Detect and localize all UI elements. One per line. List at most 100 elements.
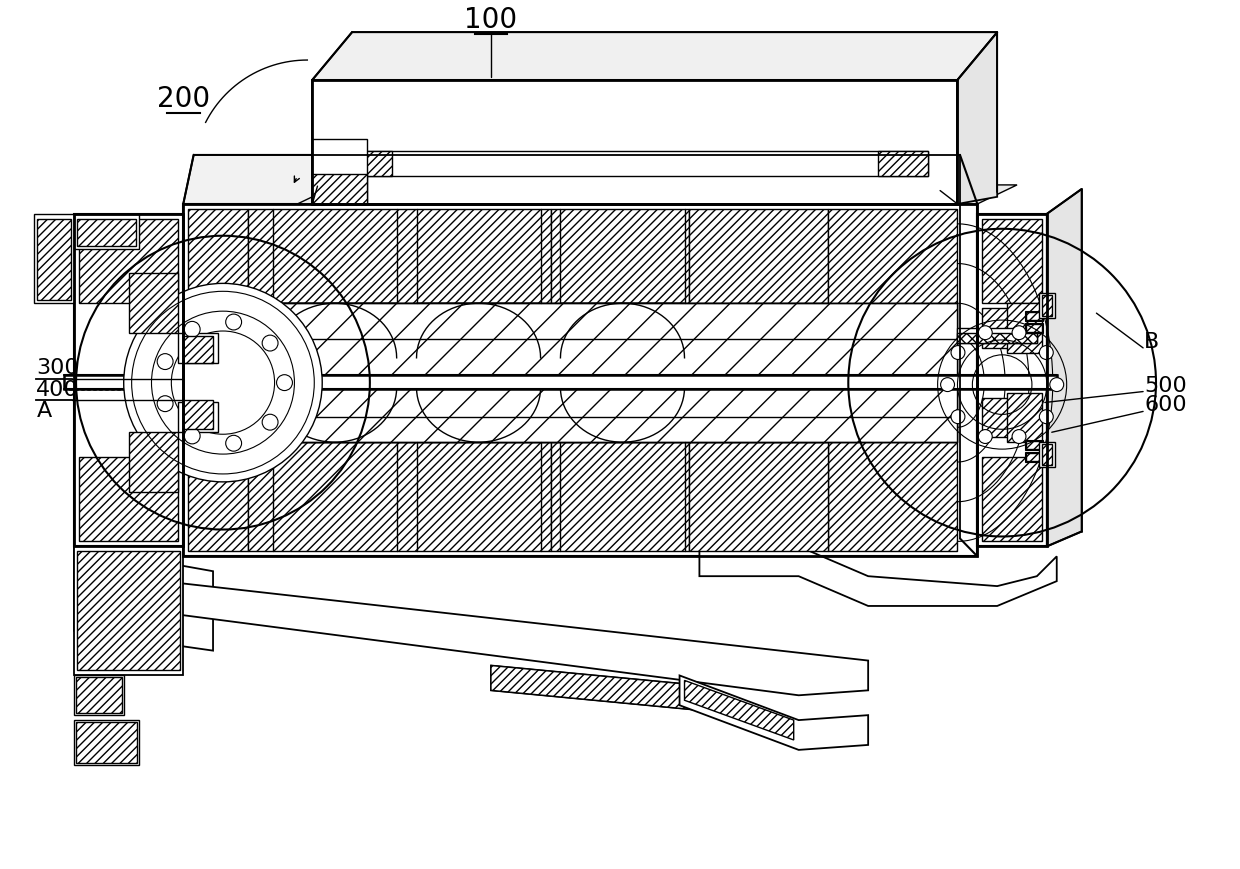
- Circle shape: [226, 435, 242, 452]
- Polygon shape: [184, 156, 977, 205]
- Polygon shape: [957, 334, 1037, 343]
- Text: A: A: [36, 401, 52, 421]
- Polygon shape: [77, 552, 139, 626]
- Polygon shape: [37, 220, 71, 301]
- Text: 500: 500: [1145, 375, 1187, 395]
- Polygon shape: [248, 304, 957, 389]
- Polygon shape: [1025, 441, 1042, 449]
- Polygon shape: [680, 676, 868, 750]
- Polygon shape: [76, 678, 122, 713]
- Circle shape: [1012, 327, 1025, 341]
- Polygon shape: [982, 220, 1042, 304]
- Polygon shape: [417, 304, 541, 362]
- Polygon shape: [248, 442, 551, 552]
- Polygon shape: [417, 385, 541, 442]
- Polygon shape: [1007, 304, 1042, 354]
- Polygon shape: [312, 33, 997, 81]
- Circle shape: [951, 410, 965, 424]
- Polygon shape: [560, 385, 684, 442]
- Polygon shape: [1025, 453, 1043, 462]
- Circle shape: [185, 428, 200, 444]
- Polygon shape: [64, 375, 1056, 389]
- Circle shape: [124, 284, 322, 482]
- Circle shape: [1050, 378, 1064, 392]
- Circle shape: [185, 322, 200, 338]
- Polygon shape: [1039, 442, 1055, 468]
- Polygon shape: [828, 209, 957, 552]
- Polygon shape: [1025, 325, 1042, 333]
- Polygon shape: [982, 398, 1012, 438]
- Polygon shape: [699, 547, 1056, 607]
- Polygon shape: [184, 205, 977, 557]
- Circle shape: [1012, 430, 1025, 444]
- Polygon shape: [1025, 313, 1042, 321]
- Polygon shape: [1042, 445, 1052, 466]
- Polygon shape: [982, 458, 1042, 541]
- Polygon shape: [957, 328, 1037, 343]
- Polygon shape: [129, 274, 179, 334]
- Circle shape: [978, 327, 992, 341]
- Polygon shape: [74, 215, 184, 547]
- Circle shape: [1039, 410, 1053, 424]
- Polygon shape: [551, 442, 689, 552]
- Polygon shape: [1025, 454, 1042, 461]
- Polygon shape: [74, 572, 868, 695]
- Circle shape: [157, 396, 174, 412]
- Polygon shape: [689, 209, 828, 304]
- Text: B: B: [1145, 331, 1159, 351]
- Text: 200: 200: [156, 84, 210, 112]
- Polygon shape: [312, 81, 957, 205]
- Polygon shape: [1025, 312, 1043, 322]
- Polygon shape: [312, 175, 367, 205]
- Polygon shape: [79, 458, 179, 541]
- Polygon shape: [977, 215, 1047, 547]
- Circle shape: [941, 378, 955, 392]
- Polygon shape: [960, 156, 977, 557]
- Polygon shape: [551, 209, 689, 304]
- Circle shape: [951, 346, 965, 360]
- Polygon shape: [1025, 441, 1043, 451]
- Polygon shape: [179, 334, 218, 363]
- Polygon shape: [491, 666, 699, 710]
- Polygon shape: [77, 220, 135, 247]
- Polygon shape: [77, 552, 180, 671]
- Polygon shape: [248, 375, 957, 442]
- Polygon shape: [74, 720, 139, 765]
- Polygon shape: [248, 304, 957, 389]
- Circle shape: [978, 430, 992, 444]
- Text: 600: 600: [1145, 395, 1187, 415]
- Polygon shape: [129, 433, 179, 492]
- Polygon shape: [79, 220, 179, 304]
- Polygon shape: [188, 209, 248, 552]
- Polygon shape: [342, 152, 392, 177]
- Polygon shape: [689, 442, 828, 552]
- Circle shape: [226, 315, 242, 330]
- Circle shape: [277, 375, 293, 391]
- Polygon shape: [298, 186, 1017, 205]
- Polygon shape: [74, 676, 124, 715]
- Polygon shape: [76, 722, 136, 763]
- Polygon shape: [491, 666, 699, 710]
- Polygon shape: [878, 152, 928, 177]
- Polygon shape: [684, 680, 794, 740]
- Polygon shape: [982, 308, 1012, 348]
- Circle shape: [157, 355, 174, 370]
- Polygon shape: [342, 152, 928, 177]
- Polygon shape: [1007, 393, 1042, 442]
- Polygon shape: [35, 215, 74, 304]
- Text: 400: 400: [36, 379, 79, 399]
- Polygon shape: [1047, 189, 1081, 547]
- Polygon shape: [1025, 323, 1043, 334]
- Polygon shape: [184, 400, 213, 430]
- Polygon shape: [74, 547, 213, 651]
- Polygon shape: [560, 304, 684, 362]
- Polygon shape: [74, 547, 184, 676]
- Polygon shape: [1042, 296, 1052, 317]
- Circle shape: [1039, 346, 1053, 360]
- Polygon shape: [74, 215, 139, 249]
- Circle shape: [262, 335, 278, 352]
- Text: 100: 100: [465, 6, 517, 34]
- Polygon shape: [184, 336, 213, 363]
- Polygon shape: [273, 385, 397, 442]
- Polygon shape: [1039, 294, 1055, 319]
